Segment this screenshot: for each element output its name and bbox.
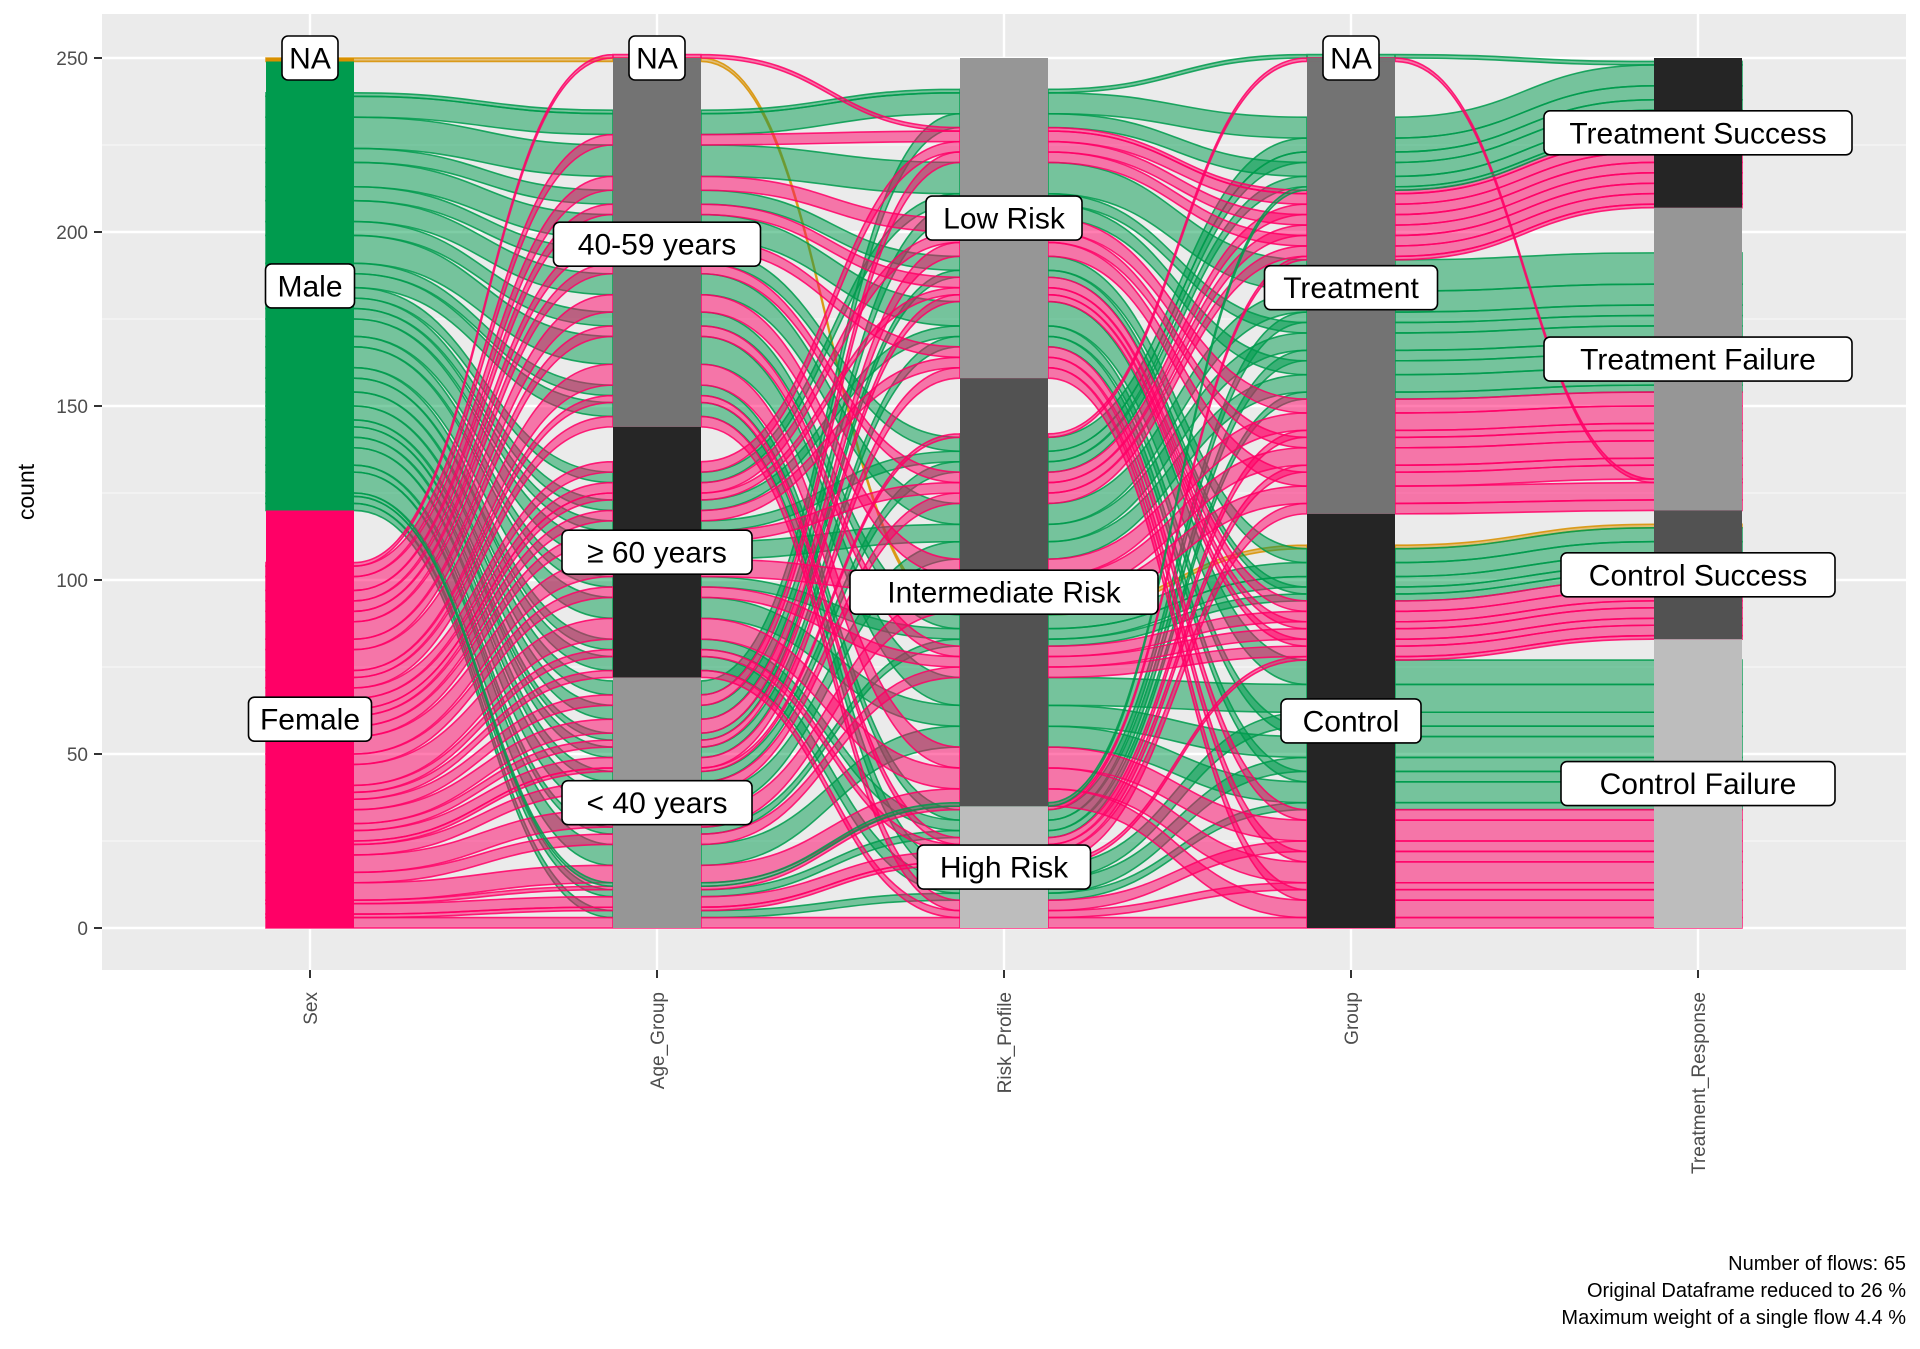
label-box (1560, 760, 1836, 807)
stratum-label-risk-low-risk: Low Risk (925, 195, 1083, 241)
caption-flows: Number of flows: 65 (1728, 1253, 1906, 1275)
x-tick-label-risk: Risk_Profile (995, 992, 1016, 1093)
label-text: NA (1330, 43, 1372, 76)
label-layer: Female Male NA < 40 years ≥ 60 years 40-59 ye… (247, 35, 1853, 890)
stratum-label-response-treatment-failure: Treatment Failure (1543, 336, 1853, 382)
label-box (552, 221, 762, 267)
label-box (281, 35, 339, 81)
label-box (561, 529, 753, 575)
label-box (1280, 698, 1422, 744)
label-text: Control Failure (1600, 768, 1797, 801)
y-tick-label: 250 (56, 49, 88, 70)
x-tick-label-sex: Sex (301, 992, 322, 1025)
label-box (1543, 336, 1853, 382)
x-tick-label-response: Treatment_Response (1689, 992, 1710, 1174)
label-box (849, 569, 1159, 615)
stratum-label-group-na: NA (1322, 35, 1380, 81)
label-box (1560, 551, 1836, 598)
label-box (1543, 110, 1853, 156)
label-text: Control Success (1589, 559, 1807, 592)
x-tick-label-age: Age_Group (648, 992, 669, 1089)
stratum-label-sex-male: Male (264, 263, 356, 309)
label-box (1322, 35, 1380, 81)
label-box (925, 195, 1083, 241)
stratum-label-age-na: NA (628, 35, 686, 81)
label-box (561, 779, 753, 826)
stratum-label-group-control: Control (1280, 698, 1422, 744)
stratum-label-risk-intermediate-risk: Intermediate Risk (849, 569, 1159, 615)
label-text: NA (636, 43, 678, 76)
axis-layer: 0 50 100 150 200 250 Sex Age_Group Risk_Profile G… (56, 49, 1710, 1174)
stratum-label-group-treatment: Treatment (1263, 264, 1439, 311)
stratum-label-response-treatment-success: Treatment Success (1543, 110, 1853, 156)
x-tick-label-group: Group (1342, 992, 1363, 1045)
label-text: Low Risk (943, 203, 1066, 236)
label-text: Control (1303, 705, 1400, 738)
label-text: Treatment Success (1569, 117, 1826, 150)
stratum-label-age--40-years: < 40 years (561, 779, 753, 826)
label-text: Female (260, 704, 360, 737)
label-box (264, 263, 356, 309)
y-tick-label: 100 (56, 571, 88, 592)
y-tick-label: 50 (67, 745, 88, 766)
label-box (628, 35, 686, 81)
stratum-label-age--60-years: ≥ 60 years (561, 529, 753, 575)
label-text: Male (277, 270, 342, 303)
label-text: Treatment Failure (1580, 344, 1816, 377)
caption-max-weight: Maximum weight of a single flow 4.4 % (1561, 1307, 1906, 1329)
label-text: NA (289, 43, 331, 76)
label-text: Treatment (1283, 272, 1419, 305)
label-text: High Risk (940, 852, 1069, 885)
chart-caption: Number of flows: 65 Original Dataframe r… (1561, 1251, 1906, 1332)
label-text: 40-59 years (578, 229, 736, 262)
label-text: Intermediate Risk (887, 577, 1121, 610)
stratum-label-sex-female: Female (247, 696, 373, 743)
y-tick-label: 200 (56, 223, 88, 244)
stratum-label-sex-na: NA (281, 35, 339, 81)
label-box (247, 696, 373, 743)
caption-reduced: Original Dataframe reduced to 26 % (1586, 1280, 1906, 1302)
stratum-label-response-control-failure: Control Failure (1560, 760, 1836, 807)
stratum-label-risk-high-risk: High Risk (916, 844, 1092, 890)
stratum-label-response-control-success: Control Success (1560, 551, 1836, 598)
stratum-label-age-40-59-years: 40-59 years (552, 221, 762, 267)
y-tick-label: 150 (56, 397, 88, 418)
label-text: < 40 years (587, 787, 728, 820)
label-text: ≥ 60 years (587, 537, 727, 570)
label-box (916, 844, 1092, 890)
y-axis-title: count (13, 463, 39, 520)
y-tick-label: 0 (77, 919, 88, 940)
label-box (1263, 264, 1439, 311)
